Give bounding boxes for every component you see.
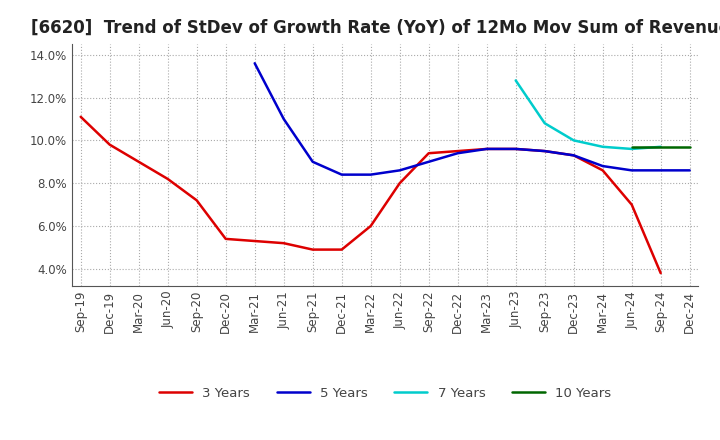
Line: 7 Years: 7 Years <box>516 81 661 149</box>
5 Years <box>251 61 259 66</box>
5 Years <box>366 172 375 177</box>
5 Years <box>395 168 404 173</box>
3 Years <box>627 202 636 207</box>
5 Years <box>598 163 607 169</box>
10 Years <box>627 144 636 150</box>
5 Years <box>685 168 694 173</box>
Legend: 3 Years, 5 Years, 7 Years, 10 Years: 3 Years, 5 Years, 7 Years, 10 Years <box>153 381 617 405</box>
10 Years <box>657 144 665 150</box>
5 Years <box>279 116 288 121</box>
3 Years <box>279 241 288 246</box>
3 Years <box>424 150 433 156</box>
10 Years <box>685 144 694 150</box>
3 Years <box>598 168 607 173</box>
3 Years <box>570 153 578 158</box>
7 Years <box>541 121 549 126</box>
Title: [6620]  Trend of StDev of Growth Rate (YoY) of 12Mo Mov Sum of Revenues: [6620] Trend of StDev of Growth Rate (Yo… <box>31 19 720 37</box>
5 Years <box>424 159 433 165</box>
3 Years <box>192 198 201 203</box>
3 Years <box>541 148 549 154</box>
5 Years <box>570 153 578 158</box>
3 Years <box>76 114 85 119</box>
3 Years <box>454 148 462 154</box>
5 Years <box>657 168 665 173</box>
3 Years <box>251 238 259 244</box>
5 Years <box>454 150 462 156</box>
3 Years <box>657 271 665 276</box>
7 Years <box>511 78 520 83</box>
3 Years <box>482 146 491 151</box>
3 Years <box>395 180 404 186</box>
7 Years <box>570 138 578 143</box>
3 Years <box>135 159 143 165</box>
Line: 5 Years: 5 Years <box>255 63 690 175</box>
3 Years <box>308 247 317 252</box>
3 Years <box>221 236 230 242</box>
5 Years <box>541 148 549 154</box>
3 Years <box>366 224 375 229</box>
5 Years <box>627 168 636 173</box>
5 Years <box>308 159 317 165</box>
7 Years <box>598 144 607 150</box>
7 Years <box>657 144 665 150</box>
3 Years <box>338 247 346 252</box>
3 Years <box>511 146 520 151</box>
5 Years <box>338 172 346 177</box>
3 Years <box>105 142 114 147</box>
5 Years <box>511 146 520 151</box>
7 Years <box>627 146 636 151</box>
Line: 3 Years: 3 Years <box>81 117 661 273</box>
5 Years <box>482 146 491 151</box>
3 Years <box>163 176 172 182</box>
